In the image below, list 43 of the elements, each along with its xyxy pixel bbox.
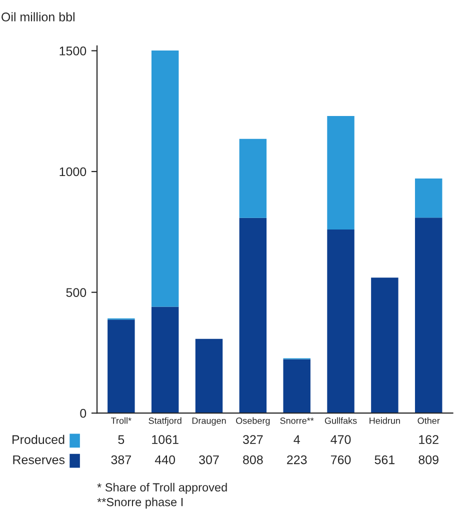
bar — [239, 218, 267, 414]
y-tick-label: 500 — [66, 288, 86, 297]
x-tick-label: Troll* — [111, 417, 132, 424]
bar — [195, 338, 223, 414]
data-label: 307 — [199, 455, 219, 464]
data-label: 5 — [118, 435, 124, 444]
data-label: 387 — [111, 455, 131, 464]
y-tick-label: 1500 — [60, 46, 86, 56]
data-label: 327 — [242, 435, 263, 444]
x-tick-label: Draugen — [192, 418, 226, 426]
data-label: 1061 — [152, 435, 178, 444]
x-tick-label: Snorre** — [280, 418, 314, 424]
x-tick-label: Oseberg — [236, 417, 270, 426]
bar — [151, 306, 179, 414]
data-label: 760 — [330, 455, 351, 464]
data-label: 809 — [418, 455, 438, 464]
bar — [414, 218, 442, 414]
data-label: 162 — [419, 435, 438, 444]
data-label: 440 — [154, 455, 176, 464]
bar — [108, 320, 135, 414]
bar — [239, 138, 267, 218]
bar — [414, 178, 442, 218]
bar — [283, 359, 310, 414]
data-label: 470 — [330, 435, 351, 444]
bar — [151, 50, 179, 307]
data-label: 4 — [294, 435, 300, 444]
x-tick-label: Other — [418, 417, 440, 424]
data-label: 223 — [287, 455, 307, 464]
legend-label: Produced — [12, 434, 64, 444]
x-tick-label: Statfjord — [148, 417, 182, 426]
data-label: 561 — [374, 455, 395, 464]
y-tick-label: 0 — [80, 408, 86, 418]
y-tick-label: 1000 — [60, 167, 86, 176]
bar — [327, 116, 354, 230]
text: **Snorre phase I — [97, 498, 183, 509]
data-label: 808 — [243, 455, 263, 464]
y-axis-title: Oil million bbl — [2, 12, 74, 22]
legend-label: Reserves — [13, 455, 65, 464]
bar — [371, 278, 398, 414]
text: * Share of Troll approved — [97, 482, 227, 494]
x-tick-label: Gullfaks — [324, 417, 357, 424]
x-tick-label: Heidrun — [370, 417, 400, 424]
bar — [327, 230, 354, 414]
